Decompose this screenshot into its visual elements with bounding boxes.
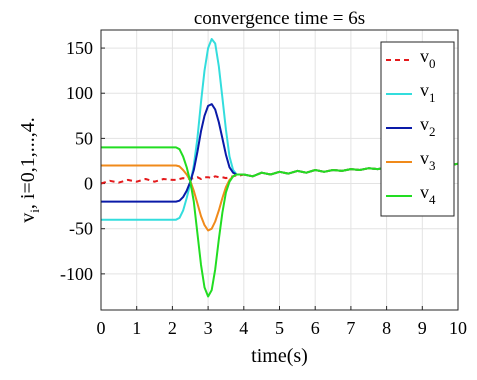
x-tick-label: 0: [97, 318, 106, 338]
y-axis-label-rest: , i=0,1,...,4.: [17, 117, 39, 209]
x-tick-label: 5: [275, 318, 284, 338]
legend-label-v2: v2: [420, 114, 436, 139]
legend-label-sub: 1: [429, 90, 436, 105]
legend-label-v0: v0: [420, 46, 436, 71]
legend-label-sub: 0: [429, 56, 436, 71]
y-axis-label: vi, i=0,1,...,4.: [17, 117, 42, 222]
legend-label-main: v: [420, 182, 429, 202]
legend-label-main: v: [420, 46, 429, 66]
legend-label-v3: v3: [420, 148, 436, 173]
y-axis-label-sub: i: [27, 209, 42, 213]
legend-label-main: v: [420, 148, 429, 168]
legend-label-sub: 2: [429, 124, 436, 139]
legend-label-main: v: [420, 80, 429, 100]
legend-label-v4: v4: [420, 182, 436, 207]
x-tick-label: 4: [239, 318, 248, 338]
x-tick-label: 1: [132, 318, 141, 338]
plot-frame: [100, 29, 459, 311]
x-tick-label: 9: [418, 318, 427, 338]
y-tick-label: -50: [69, 219, 93, 239]
x-tick-label: 7: [346, 318, 355, 338]
legend-label-sub: 3: [429, 158, 436, 173]
legend-label-sub: 4: [429, 192, 436, 207]
y-axis-label-v: v: [17, 213, 39, 223]
y-tick-label: 0: [84, 174, 93, 194]
x-tick-label: 2: [168, 318, 177, 338]
y-tick-label: 100: [66, 83, 93, 103]
legend-label-v1: v1: [420, 80, 436, 105]
y-tick-labels: -100 -50 0 50 100 150: [60, 38, 93, 284]
x-axis-label: time(s): [251, 345, 308, 367]
legend-label-main: v: [420, 114, 429, 134]
x-tick-labels: 0 1 2 3 4 5 6 7 8 9 10: [97, 318, 468, 338]
y-tick-label: 50: [75, 128, 93, 148]
x-tick-label: 8: [382, 318, 391, 338]
x-tick-label: 10: [449, 318, 467, 338]
y-tick-label: 150: [66, 38, 93, 58]
x-tick-label: 6: [311, 318, 320, 338]
x-tick-label: 3: [204, 318, 213, 338]
y-tick-label: -100: [60, 264, 93, 284]
chart-title: convergence time = 6s: [194, 8, 365, 29]
